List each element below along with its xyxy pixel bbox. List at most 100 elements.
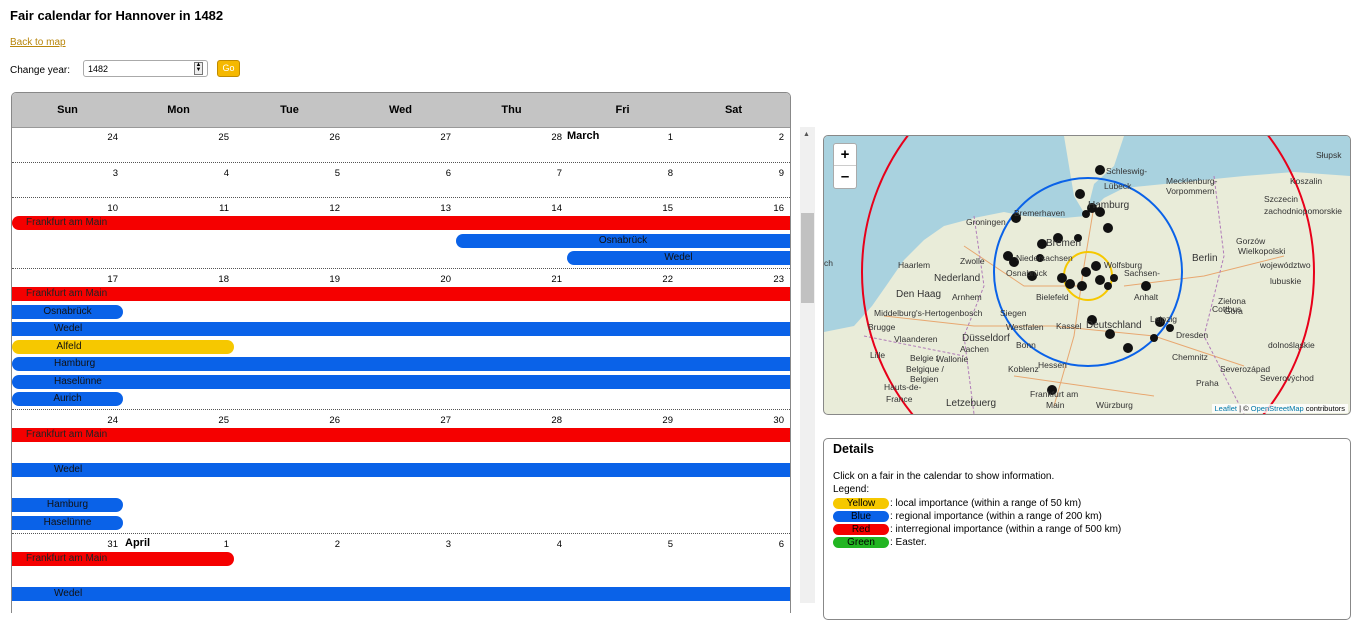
fair-bar-osnabr-ck[interactable]: Osnabrück: [456, 233, 790, 248]
legend-pill-red: Red: [833, 523, 889, 535]
year-spinner[interactable]: ▲ ▼: [194, 62, 203, 75]
day-number: 28: [551, 415, 562, 426]
map-place-label: Wielkopolski: [1238, 246, 1285, 256]
zoom-out-button[interactable]: –: [834, 165, 856, 187]
calendar-week: 24 25 26 27 28 1 2 March: [12, 127, 790, 162]
day-number: 5: [334, 168, 340, 179]
fair-bar-wedel[interactable]: Wedel: [12, 322, 790, 336]
scroll-up-arrow-icon[interactable]: ▲: [803, 131, 810, 138]
map-place-label: Schleswig-: [1106, 166, 1147, 176]
map-place-label: Lübeck: [1104, 181, 1132, 191]
attribution-suffix: contributors: [1303, 404, 1345, 413]
day-number: 2: [778, 132, 784, 143]
day-number: 2: [334, 539, 340, 550]
border-lines: [863, 175, 1245, 414]
map-place-label: Belgie /: [910, 353, 939, 363]
fair-bar-frankfurt-am-main[interactable]: Frankfurt am Main: [12, 428, 790, 442]
fair-bar-frankfurt-am-main[interactable]: Frankfurt am Main: [12, 287, 790, 301]
fair-bar-hamburg[interactable]: Hamburg: [12, 498, 123, 512]
map-place-label: Koszalin: [1290, 176, 1322, 186]
fair-bar-wedel[interactable]: Wedel: [12, 587, 790, 601]
fair-bar-wedel[interactable]: Wedel: [567, 251, 790, 265]
map-place-label: Gorzów: [1236, 236, 1266, 246]
map-place-label: zachodniopomorskie: [1264, 206, 1342, 216]
legend-pill-green: Green: [833, 536, 889, 548]
fair-calendar: Sun Mon Tue Wed Thu Fri Sat 24 25 26 27 28 1 2 March 3…: [11, 92, 791, 613]
back-to-map-link[interactable]: Back to map: [10, 37, 66, 48]
day-number: 12: [329, 203, 340, 214]
calendar-week: 3 4 5 6 7 8 9: [12, 162, 790, 198]
calendar-scrollbar[interactable]: ▲: [800, 127, 815, 603]
leaflet-link[interactable]: Leaflet: [1214, 404, 1238, 413]
fair-bar-aurich[interactable]: Aurich: [12, 392, 123, 406]
fair-bar-wedel[interactable]: Wedel: [12, 463, 790, 477]
zoom-in-button[interactable]: +: [840, 146, 850, 163]
map-place-label: Vorpommern: [1166, 186, 1215, 196]
day-number: 9: [778, 168, 784, 179]
map-place-label: Koblenz: [1008, 364, 1039, 374]
sea-area: [824, 136, 1350, 332]
map-place-label: Góra: [1224, 306, 1243, 316]
map-place-label: województwo: [1259, 260, 1311, 270]
day-number: 1: [667, 132, 673, 143]
fair-markers: [1003, 165, 1174, 395]
fair-bar-hasel-nne[interactable]: Haselünne: [12, 515, 123, 530]
fair-map[interactable]: Hamburg Bremen Groningen Bremerhaven Lübeck B…: [823, 135, 1351, 415]
fair-bar-frankfurt-am-main[interactable]: Frankfurt am Main: [12, 216, 790, 230]
day-number: 18: [218, 274, 229, 285]
map-canvas: Hamburg Bremen Groningen Bremerhaven Lübeck B…: [824, 136, 1350, 414]
map-place-label: Cottbus: [1212, 304, 1241, 314]
openstreetmap-link[interactable]: OpenStreetMap: [1250, 404, 1304, 413]
map-place-label: Bremerhaven: [1014, 208, 1065, 218]
change-year-label: Change year:: [10, 64, 71, 76]
fair-bar-alfeld[interactable]: Alfeld: [12, 339, 234, 354]
fair-bar-hamburg[interactable]: Hamburg: [12, 357, 790, 371]
day-name-thu: Thu: [501, 104, 522, 116]
map-place-label: Deutschland: [1086, 320, 1142, 331]
map-place-label: Nederland: [934, 273, 980, 284]
day-number: 26: [329, 132, 340, 143]
day-name-wed: Wed: [388, 104, 413, 116]
map-place-label: Niedersachsen: [1016, 253, 1073, 263]
legend-row-blue: Blue: regional importance (within a rang…: [833, 510, 1102, 522]
year-input[interactable]: [88, 62, 188, 75]
map-place-label: Szczecin: [1264, 194, 1298, 204]
map-place-label: Hamburg: [1088, 200, 1129, 211]
map-place-label: Dresden: [1176, 330, 1208, 340]
fair-bar-osnabr-ck[interactable]: Osnabrück: [12, 304, 123, 319]
day-number: 14: [551, 203, 562, 214]
map-place-label: ch: [824, 258, 833, 268]
map-place-label: Słupsk: [1316, 150, 1342, 160]
scrollbar-thumb[interactable]: [801, 213, 814, 303]
day-number: 21: [551, 274, 562, 285]
map-place-label: Mecklenburg-: [1166, 176, 1218, 186]
day-number: 7: [556, 168, 562, 179]
map-place-label: Würzburg: [1096, 400, 1133, 410]
map-place-label: Den Haag: [896, 289, 941, 300]
day-number: 24: [107, 132, 118, 143]
calendar-week: 31 1 2 3 4 5 6 April Frankfurt am Main Wedel: [12, 533, 790, 613]
zoom-control: + –: [833, 143, 857, 189]
map-place-label: Wallonie: [936, 354, 969, 364]
map-place-label: Hessen: [1038, 360, 1067, 370]
legend-row-yellow: Yellow: local importance (within a range…: [833, 497, 1081, 509]
month-label: April: [125, 537, 151, 549]
page-title: Fair calendar for Hannover in 1482: [10, 8, 224, 23]
map-place-label: Osnabrück: [1006, 268, 1048, 278]
go-button[interactable]: Go: [217, 60, 240, 77]
map-place-label: Praha: [1196, 378, 1219, 388]
fair-bar-frankfurt-am-main[interactable]: Frankfurt am Main: [12, 552, 234, 566]
map-place-label: lubuskie: [1270, 276, 1301, 286]
map-place-label: Westfalen: [1006, 322, 1044, 332]
map-place-label: Vlaanderen: [894, 334, 938, 344]
details-intro: Click on a fair in the calendar to show …: [833, 471, 1055, 482]
year-input-box: ▲▼: [83, 60, 208, 77]
day-name-sun: Sun: [57, 104, 78, 116]
day-number: 30: [773, 415, 784, 426]
road-lines: [883, 205, 1285, 407]
fair-bar-hasel-nne[interactable]: Haselünne: [12, 374, 790, 389]
map-place-label: Leipzig: [1150, 314, 1177, 324]
day-number: 23: [773, 274, 784, 285]
map-place-label: Bonn: [1016, 340, 1036, 350]
day-number: 26: [329, 415, 340, 426]
